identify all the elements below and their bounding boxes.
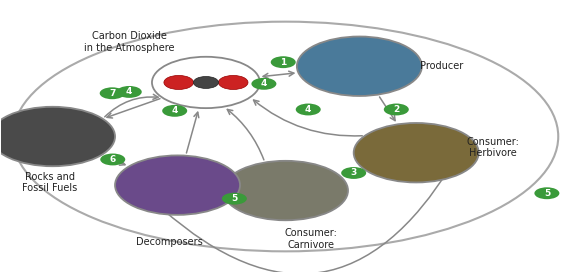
Circle shape (222, 193, 247, 204)
Circle shape (353, 123, 478, 182)
Circle shape (0, 107, 115, 166)
Text: 4: 4 (171, 106, 178, 115)
Text: Decomposers: Decomposers (136, 237, 202, 247)
Circle shape (152, 57, 260, 108)
Circle shape (115, 155, 240, 215)
Circle shape (116, 86, 142, 98)
FancyArrowPatch shape (162, 164, 452, 273)
Text: Producer: Producer (420, 61, 464, 71)
Text: 5: 5 (231, 194, 238, 203)
Circle shape (164, 75, 194, 90)
Text: 1: 1 (280, 58, 286, 67)
Circle shape (271, 56, 296, 68)
Circle shape (534, 187, 560, 199)
Circle shape (223, 161, 348, 220)
Text: 5: 5 (544, 189, 550, 198)
Text: Consumer:
Carnivore: Consumer: Carnivore (284, 229, 337, 250)
Text: Rocks and
Fossil Fuels: Rocks and Fossil Fuels (22, 172, 77, 193)
Circle shape (194, 76, 219, 88)
Text: Carbon Dioxide
in the Atmosphere: Carbon Dioxide in the Atmosphere (84, 31, 175, 53)
Circle shape (219, 75, 248, 90)
Circle shape (100, 87, 124, 99)
Text: Consumer:
Herbivore: Consumer: Herbivore (467, 136, 520, 158)
Circle shape (384, 103, 409, 115)
Text: 4: 4 (126, 87, 132, 96)
Text: 4: 4 (261, 79, 267, 88)
Circle shape (296, 103, 321, 115)
Circle shape (251, 78, 276, 90)
Circle shape (341, 167, 366, 179)
Circle shape (100, 153, 125, 165)
Text: 6: 6 (110, 155, 116, 164)
Circle shape (162, 105, 187, 117)
Text: 4: 4 (305, 105, 311, 114)
Circle shape (297, 37, 422, 96)
Text: 2: 2 (393, 105, 400, 114)
Text: 3: 3 (351, 168, 357, 177)
Text: 7: 7 (109, 89, 115, 98)
